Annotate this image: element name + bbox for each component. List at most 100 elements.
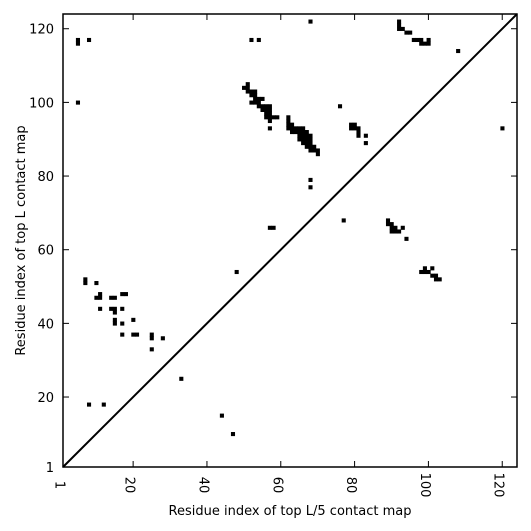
contact-cell: [109, 295, 114, 300]
contact-cell: [433, 273, 439, 278]
contact-cell: [290, 122, 295, 127]
contact-cell: [98, 295, 103, 300]
contact-cell: [83, 277, 88, 282]
x-tick-label: 120: [491, 473, 506, 498]
contact-cell: [430, 273, 435, 278]
contact-cell: [304, 141, 309, 146]
y-tick-label: 100: [29, 96, 54, 111]
contact-cell: [112, 317, 117, 322]
contact-cell: [290, 130, 295, 135]
contact-cell: [101, 402, 106, 407]
contact-cell: [426, 269, 431, 275]
contact-cell: [312, 148, 317, 153]
contact-cell: [267, 225, 272, 230]
contact-cell: [363, 141, 368, 146]
contact-cell: [123, 292, 128, 297]
contact-cell: [256, 37, 261, 43]
contact-cell: [500, 126, 505, 131]
contact-cell: [404, 30, 409, 35]
contact-cell: [286, 115, 291, 120]
y-tick-label: 20: [37, 391, 54, 406]
contact-cell: [249, 37, 254, 43]
contact-cell: [149, 347, 154, 352]
contact-cell: [356, 133, 361, 138]
contact-cell: [120, 306, 125, 311]
contact-cell: [271, 225, 276, 230]
contact-cell: [308, 19, 313, 24]
contact-cell: [352, 122, 357, 127]
contact-cell: [397, 19, 402, 24]
contact-cell: [267, 118, 272, 124]
contact-cell: [419, 269, 424, 275]
contact-cell: [267, 107, 272, 112]
diagonal-line: [62, 13, 518, 468]
contact-cell: [249, 93, 254, 98]
contact-cell: [400, 225, 405, 230]
contact-cell: [149, 332, 154, 337]
contact-cell: [160, 336, 165, 341]
contact-cell: [267, 126, 272, 131]
contact-cell: [393, 225, 398, 230]
contact-cell: [98, 292, 103, 297]
x-axis-ticks: 1 20 40 60 80 100 120: [52, 14, 506, 497]
contact-cell: [293, 130, 298, 135]
contact-cell: [337, 104, 343, 109]
contact-cell: [301, 130, 306, 135]
contact-cell: [397, 26, 402, 31]
contact-cell: [249, 89, 254, 94]
contact-cell: [75, 100, 81, 105]
x-tick-label: 60: [269, 477, 284, 494]
contact-cell: [304, 144, 309, 149]
contact-cell: [411, 37, 416, 43]
contact-cell: [308, 177, 313, 182]
contact-cell: [415, 37, 420, 43]
contact-cell: [260, 107, 265, 112]
contact-cell: [301, 137, 306, 142]
contact-cell: [426, 41, 431, 46]
contact-cell: [234, 269, 239, 275]
contact-cell: [393, 229, 398, 234]
contact-cell: [253, 96, 258, 101]
contact-cell: [385, 218, 391, 223]
contact-cell: [456, 48, 461, 54]
contact-cell: [426, 37, 431, 43]
contact-cell: [363, 133, 368, 138]
contact-cell: [356, 130, 361, 135]
contact-cell: [275, 115, 280, 120]
contact-cell: [75, 41, 81, 46]
contact-cell: [297, 126, 302, 131]
contact-cell: [264, 107, 269, 112]
contact-cell: [112, 295, 117, 300]
contact-cell: [131, 332, 136, 337]
contact-cell: [286, 122, 291, 127]
contact-cell: [297, 130, 302, 135]
contact-cell: [112, 310, 117, 315]
contact-cell: [94, 281, 99, 286]
contact-cell: [422, 41, 427, 46]
contact-cell: [397, 229, 402, 234]
contact-cell: [341, 218, 346, 223]
x-tick-label: 80: [343, 477, 358, 494]
contact-cell: [389, 229, 394, 234]
contact-cell: [267, 111, 272, 116]
contact-cell: [437, 277, 442, 282]
contact-cell: [349, 122, 354, 127]
contact-cell: [286, 126, 291, 131]
contact-cell: [245, 82, 250, 87]
contact-cells: [75, 19, 505, 437]
plot-frame: [62, 13, 518, 468]
contact-cell: [312, 144, 317, 149]
contact-cell: [389, 222, 394, 227]
contact-cell: [308, 141, 313, 146]
contact-cell: [109, 306, 114, 311]
contact-cell: [430, 266, 435, 271]
contact-cell: [120, 321, 125, 326]
contact-cell: [315, 148, 320, 153]
contact-cell: [286, 118, 291, 124]
contact-cell: [304, 130, 309, 135]
contact-cell: [308, 185, 313, 190]
contact-cell: [245, 89, 250, 94]
contact-cell: [112, 321, 117, 326]
contact-cell: [293, 126, 298, 131]
